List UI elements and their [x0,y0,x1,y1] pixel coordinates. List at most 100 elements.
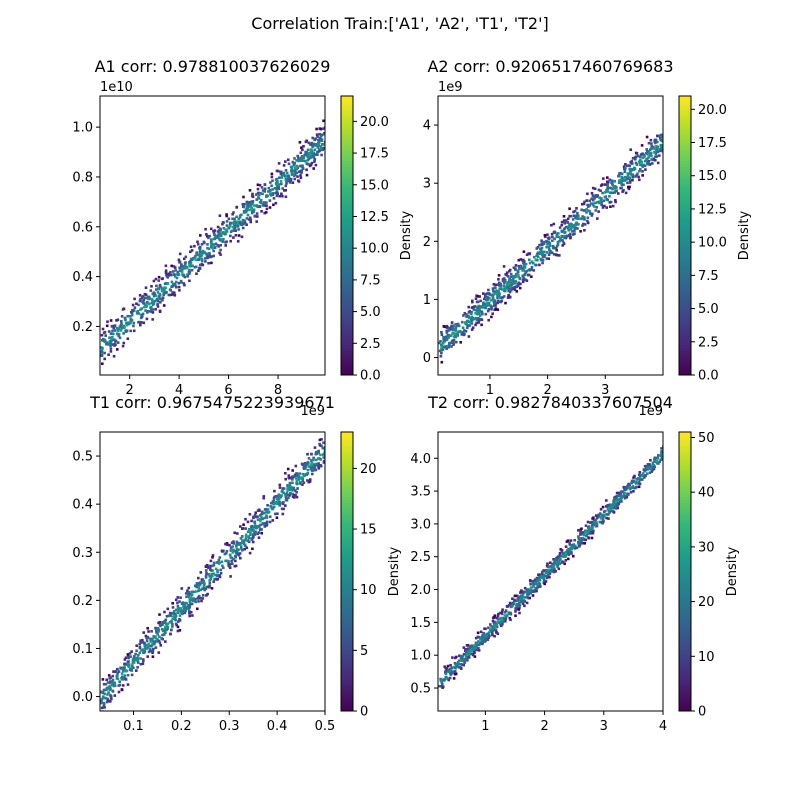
density-cell [218,214,222,217]
density-cell [216,574,219,578]
density-cell [568,223,571,226]
density-cell [316,135,319,138]
density-cell [238,552,242,555]
density-cell [492,627,495,630]
density-cell [114,670,118,673]
density-cell [582,209,585,212]
density-cell [259,191,262,195]
density-cell [131,661,135,664]
density-cell [568,548,572,552]
density-cell [645,472,649,475]
density-cell [235,215,238,219]
density-cell [130,313,134,317]
colorbar-tick-label: 12.5 [698,202,727,217]
density-cell [446,334,450,337]
density-cell [161,629,165,633]
density-cell [203,251,206,254]
density-cell [542,240,546,244]
density-cell [115,677,119,680]
density-cell [165,273,168,277]
density-cell [514,599,518,603]
density-cell [652,467,656,471]
density-cell [636,154,640,158]
density-cell [472,308,476,311]
density-cell [293,177,296,181]
density-cell [581,541,585,545]
density-cell [194,598,197,601]
density-cell [555,249,558,252]
density-cell [536,258,539,262]
density-cell [105,688,108,692]
density-cell [252,208,256,211]
density-cell [539,247,542,251]
density-cell [536,579,540,582]
density-cell [100,333,104,337]
density-cell [239,546,243,550]
density-cell [545,240,548,243]
density-cell [164,625,167,629]
density-cell [251,547,254,551]
density-cell [487,307,491,311]
density-cell [607,509,611,513]
density-cell [581,202,584,206]
density-cell [180,609,183,613]
density-cell [195,590,198,593]
density-cell [453,332,456,335]
density-cell [563,562,566,565]
density-cell [173,283,177,286]
density-cell [603,204,606,208]
density-cell [559,237,562,240]
density-cell [288,181,292,184]
density-cell [152,301,155,304]
density-cell [247,540,251,544]
density-cell [122,676,125,680]
density-cell [502,265,506,268]
density-cell [638,160,641,163]
density-cell [496,293,499,297]
density-cell [447,344,450,348]
density-cell [441,348,445,351]
density-cell [229,239,232,243]
density-cell [660,144,663,147]
density-cell [206,585,210,589]
colorbar-gradient [340,431,354,712]
density-cell [237,548,240,551]
density-cell [595,516,599,520]
density-cell [652,158,655,162]
density-cell [164,628,167,632]
density-cell [158,309,162,313]
density-cell [217,235,220,238]
density-cell [628,179,632,182]
density-cell [237,234,241,237]
density-cell [538,579,542,582]
density-cell [573,209,577,213]
density-cell [470,311,473,314]
density-cell [517,602,521,606]
density-cell [514,614,517,617]
density-cell [509,275,513,279]
density-cell [263,201,267,205]
density-cell [265,510,268,514]
density-cell [556,240,560,244]
density-cell [653,460,656,464]
density-cell [651,461,655,465]
density-cell [514,280,518,283]
density-cell [454,335,458,339]
density-cell [536,251,540,254]
density-cell [280,182,283,186]
density-cell [478,314,482,317]
density-cell [311,469,314,472]
density-cell [116,667,119,671]
density-cell [538,575,541,578]
density-cell [313,138,316,142]
density-cell [552,231,556,234]
density-cell [165,282,168,285]
density-cell [571,544,574,547]
density-cell [279,170,282,174]
density-cell [538,243,541,247]
density-cell [300,462,304,466]
density-cell [561,244,564,247]
density-cell [636,172,639,176]
density-cell [227,227,230,230]
density-cell [172,616,176,619]
